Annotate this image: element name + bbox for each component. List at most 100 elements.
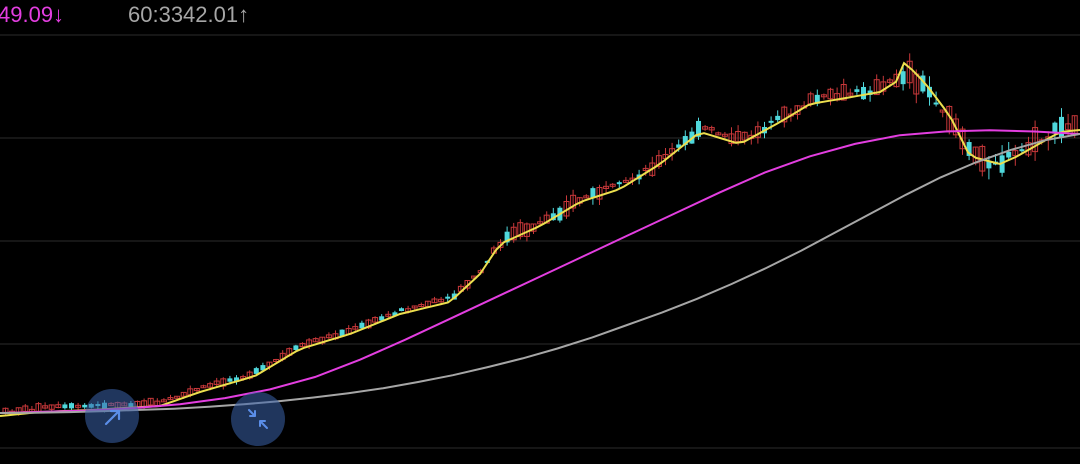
candle-down xyxy=(1019,149,1025,152)
grid-lines xyxy=(0,34,1080,449)
ma30-line xyxy=(0,129,1080,414)
candle-up xyxy=(959,128,966,150)
candle-up xyxy=(708,127,715,131)
candle-down xyxy=(253,368,259,374)
candle-up xyxy=(207,383,214,388)
candle-down xyxy=(682,136,688,146)
candle-up xyxy=(702,126,709,130)
ma60-value: 60:3342.01↑ xyxy=(128,2,250,27)
candle-down xyxy=(339,329,345,337)
candle-up xyxy=(880,81,887,92)
candle-up xyxy=(167,397,174,401)
candle-up xyxy=(55,404,62,409)
candle-up xyxy=(372,317,379,323)
ma-lines xyxy=(0,61,1080,417)
candle-up xyxy=(886,79,893,83)
candle-up xyxy=(570,194,577,209)
candle-down xyxy=(933,102,939,105)
candle-up xyxy=(596,186,603,200)
candle-down xyxy=(775,115,781,121)
candle-down xyxy=(234,377,239,382)
candle-up xyxy=(312,338,319,343)
candle-up xyxy=(385,313,392,317)
expand-chart-button[interactable] xyxy=(85,389,139,443)
candle-down xyxy=(696,120,701,137)
candle-up xyxy=(411,305,418,309)
candle-down xyxy=(82,404,88,408)
ma-short-line xyxy=(0,61,1080,417)
candle-up xyxy=(365,319,372,329)
candle-down xyxy=(590,188,596,199)
candle-up xyxy=(906,60,913,84)
ma60-line xyxy=(0,133,1080,414)
candle-down xyxy=(504,231,510,243)
candle-up xyxy=(497,241,504,248)
candle-up xyxy=(873,79,880,96)
candle-up xyxy=(741,131,748,141)
candles xyxy=(2,53,1078,416)
candle-up xyxy=(418,304,425,308)
candle-down xyxy=(379,316,385,321)
candle-up xyxy=(517,222,524,238)
collapse-arrows-icon xyxy=(248,409,268,429)
candle-up xyxy=(840,84,847,101)
candle-down xyxy=(1052,122,1058,134)
candle-down xyxy=(966,142,972,156)
candle-down xyxy=(359,322,365,329)
expand-arrow-icon xyxy=(104,409,121,426)
candle-up xyxy=(299,342,306,348)
candle-down xyxy=(920,75,926,92)
candle-down xyxy=(927,86,932,98)
candle-down xyxy=(293,345,299,350)
candle-down xyxy=(616,182,622,185)
candle-down xyxy=(260,365,266,371)
candle-up xyxy=(200,385,207,389)
candle-down xyxy=(900,71,906,85)
candle-down xyxy=(814,94,820,104)
candle-up xyxy=(352,326,359,330)
candle-up xyxy=(622,179,629,183)
candle-up xyxy=(273,359,280,363)
candle-up xyxy=(655,155,662,167)
candle-up xyxy=(609,183,616,187)
candle-up xyxy=(721,133,728,137)
candle-down xyxy=(392,312,398,316)
candle-down xyxy=(1059,116,1064,138)
candle-up xyxy=(48,404,55,410)
candle-up xyxy=(583,195,590,199)
candle-up xyxy=(213,380,220,385)
candle-up xyxy=(728,133,735,145)
candle-up xyxy=(180,391,187,397)
candle-up xyxy=(1032,127,1039,153)
candle-down xyxy=(986,161,992,169)
candle-down xyxy=(768,120,774,123)
candle-up xyxy=(1012,150,1019,157)
ma30-value: 49.09↓ xyxy=(0,2,65,27)
candle-up xyxy=(649,162,656,176)
candle-up xyxy=(510,226,517,241)
candle-down xyxy=(854,89,860,92)
candle-down xyxy=(227,378,233,382)
candle-down xyxy=(62,404,68,409)
candle-up xyxy=(1065,123,1072,131)
candle-down xyxy=(550,213,556,221)
candle-up xyxy=(160,399,167,403)
candle-up xyxy=(715,132,722,136)
candle-down xyxy=(676,144,682,148)
candle-up xyxy=(893,73,900,88)
candle-up xyxy=(193,387,200,392)
candle-down xyxy=(445,296,451,299)
candle-down xyxy=(399,308,404,312)
candle-up xyxy=(147,397,154,406)
candle-up xyxy=(827,88,834,100)
candle-down xyxy=(861,86,866,100)
candle-up xyxy=(820,94,827,98)
collapse-chart-button[interactable] xyxy=(231,392,285,446)
candle-up xyxy=(325,334,332,339)
candle-up xyxy=(642,167,649,171)
candle-up xyxy=(847,92,854,96)
candle-up xyxy=(603,185,610,189)
candle-up xyxy=(952,118,959,136)
candle-up xyxy=(75,404,82,408)
